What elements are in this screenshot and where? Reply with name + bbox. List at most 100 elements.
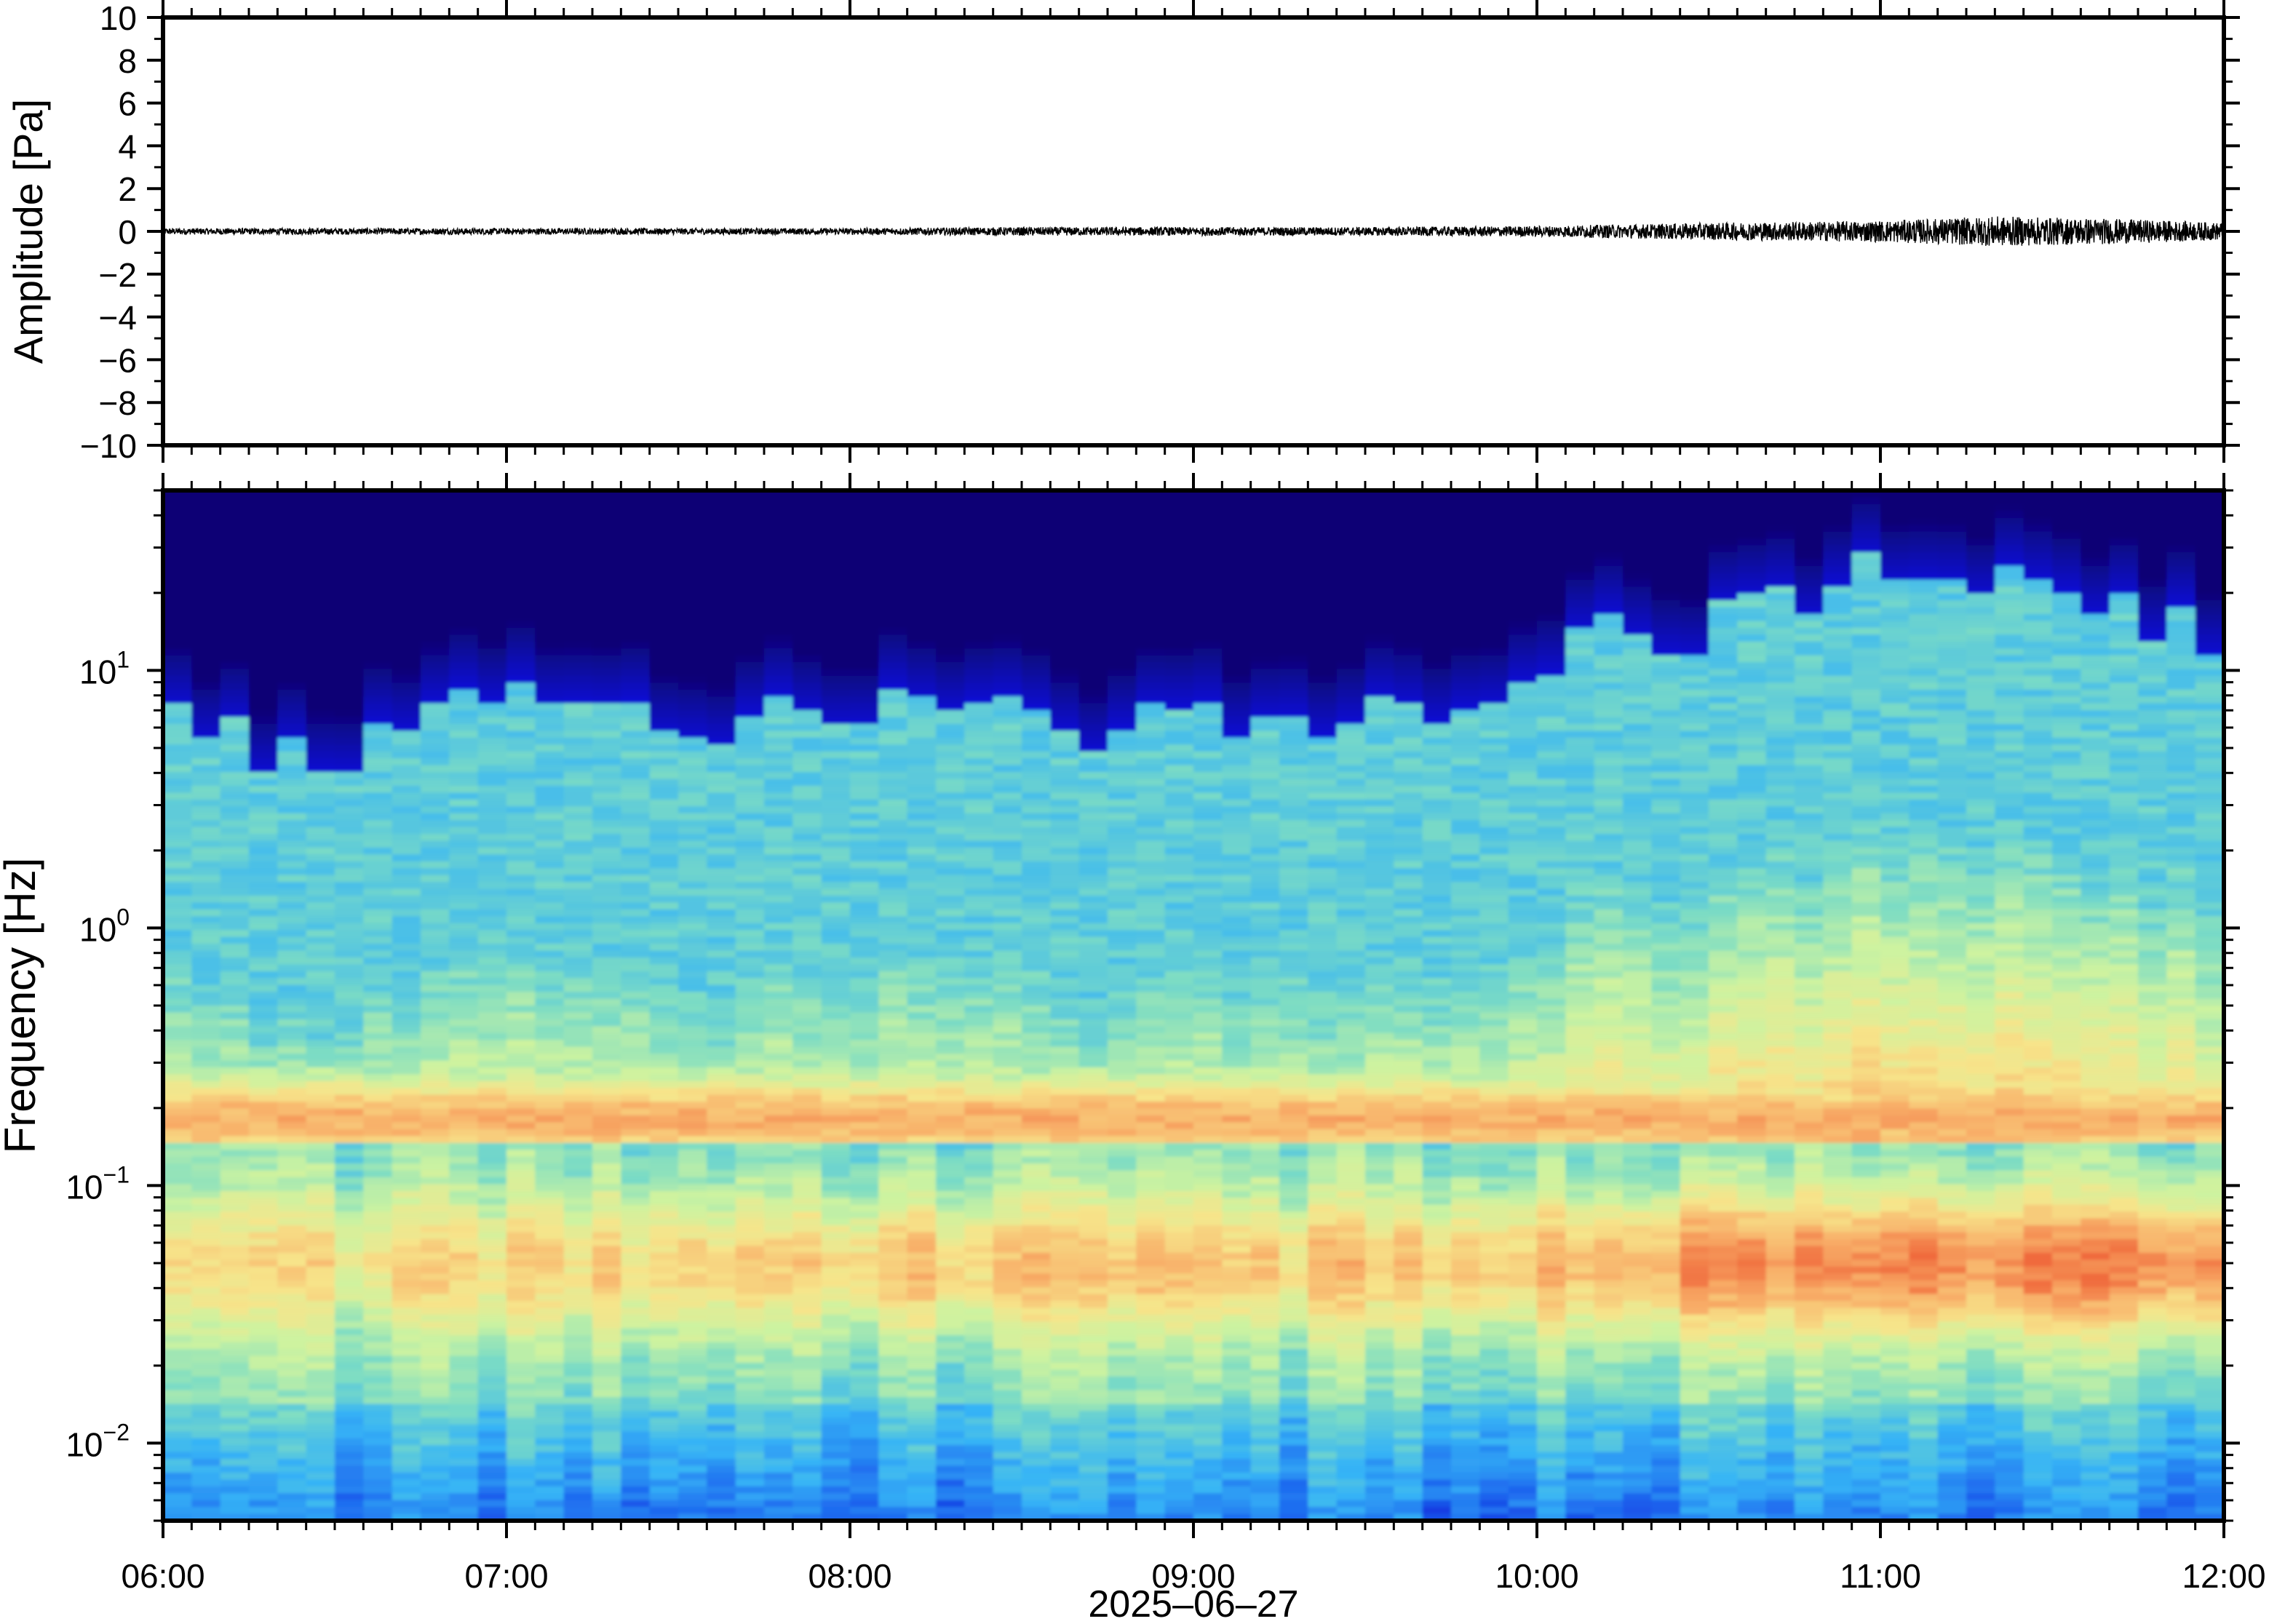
spectrogram-cell [1022, 772, 1052, 780]
spectrogram-cell [335, 1300, 365, 1309]
spectrogram-cell [964, 765, 994, 773]
spectrogram-cell [306, 751, 335, 760]
spectrogram-cell [878, 565, 908, 574]
spectrogram-cell [764, 1012, 794, 1020]
spectrogram-cell [249, 984, 279, 993]
spectrogram-cell [421, 1054, 450, 1062]
spectrogram-cell [535, 1369, 565, 1377]
spectrogram-cell [392, 586, 421, 594]
spectrogram-cell [878, 1507, 908, 1515]
spectrogram-cell [1022, 1170, 1052, 1178]
spectrogram-cell [878, 1184, 908, 1192]
spectrogram-cell [335, 1190, 365, 1199]
spectrogram-cell [306, 559, 335, 567]
spectrogram-cell [878, 758, 908, 766]
spectrogram-cell [850, 909, 880, 918]
spectrogram-cell [621, 923, 651, 931]
spectrogram-cell [764, 882, 794, 890]
spectrogram-cell [306, 627, 335, 636]
spectrogram-cell [964, 662, 994, 670]
spectrogram-cell [220, 1067, 250, 1075]
spectrogram-cell [936, 1080, 966, 1089]
spectrogram-cell [936, 930, 966, 938]
spectrogram-cell [277, 517, 307, 526]
spectrogram-cell [1050, 648, 1080, 656]
spectrogram-cell [477, 888, 507, 896]
spectrogram-cell [707, 792, 736, 800]
spectrogram-cell [449, 1349, 479, 1357]
spectrogram-cell [563, 538, 593, 546]
spectrogram-cell [592, 1294, 622, 1302]
spectrogram-cell [535, 1218, 565, 1226]
spectrogram-cell [220, 531, 250, 539]
spectrogram-cell [707, 1321, 736, 1329]
spectrogram-cell [277, 1102, 307, 1110]
spectrogram-cell [936, 1431, 966, 1439]
spectrogram-cell [1022, 737, 1052, 746]
spectrogram-cell [1050, 1356, 1080, 1364]
spectrogram-cell [363, 717, 393, 725]
spectrogram-cell [392, 923, 421, 931]
spectrogram-cell [678, 1438, 708, 1446]
spectrogram-cell [163, 998, 193, 1006]
spectrogram-cell [535, 1088, 565, 1096]
spectrogram-cell [707, 503, 736, 512]
spectrogram-cell [792, 1054, 822, 1062]
spectrogram-cell [707, 1074, 736, 1082]
spectrogram-cell [191, 621, 221, 629]
spectrogram-cell [792, 971, 822, 979]
spectrogram-cell [907, 971, 937, 979]
spectrogram-cell [363, 758, 393, 766]
spectrogram-cell [1022, 840, 1052, 848]
spectrogram-cell [1050, 957, 1080, 966]
spectrogram-cell [421, 806, 450, 814]
spectrogram-cell [335, 1054, 365, 1062]
spectrogram-cell [191, 765, 221, 773]
spectrogram-cell [306, 1294, 335, 1302]
spectrogram-cell [477, 957, 507, 966]
spectrogram-cell [535, 1156, 565, 1165]
spectrogram-cell [392, 1115, 421, 1123]
spectrogram-cell [163, 1342, 193, 1350]
spectrogram-cell [764, 1170, 794, 1178]
spectrogram-cell [306, 1404, 335, 1412]
spectrogram-cell [249, 586, 279, 594]
spectrogram-cell [363, 1273, 393, 1281]
spectrogram-cell [707, 1287, 736, 1295]
spectrogram-cell [907, 675, 937, 684]
spectrogram-cell [592, 1390, 622, 1398]
spectrogram-cell [707, 834, 736, 842]
spectrogram-cell [335, 1088, 365, 1096]
spectrogram-cell [392, 1094, 421, 1103]
spectrogram-cell [506, 1356, 536, 1364]
spectrogram-cell [821, 854, 851, 862]
spectrogram-cell [993, 1280, 1022, 1288]
spectrogram-cell [563, 1142, 593, 1151]
spectrogram-cell [907, 1136, 937, 1144]
spectrogram-cell [335, 1411, 365, 1419]
spectrogram-cell [707, 1177, 736, 1185]
spectrogram-cell [792, 984, 822, 993]
spectrogram-cell [1022, 998, 1052, 1006]
spectrogram-cell [649, 1108, 679, 1116]
spectrogram-cell [535, 552, 565, 560]
spectrogram-cell [936, 1026, 966, 1034]
spectrogram-cell [850, 971, 880, 979]
spectrogram-cell [191, 1287, 221, 1295]
spectrogram-cell [335, 813, 365, 821]
spectrogram-cell [363, 627, 393, 636]
spectrogram-cell [678, 1032, 708, 1041]
spectrogram-cell [563, 552, 593, 560]
spectrogram-cell [592, 888, 622, 896]
spectrogram-cell [850, 627, 880, 636]
spectrogram-cell [678, 1273, 708, 1281]
spectrogram-cell [850, 1142, 880, 1151]
spectrogram-cell [621, 971, 651, 979]
spectrogram-cell [506, 1321, 536, 1329]
spectrogram-cell [191, 531, 221, 539]
spectrogram-cell [678, 641, 708, 650]
spectrogram-cell [878, 813, 908, 821]
spectrogram-cell [621, 1067, 651, 1075]
spectrogram-cell [1050, 1342, 1080, 1350]
spectrogram-cell [707, 992, 736, 1000]
